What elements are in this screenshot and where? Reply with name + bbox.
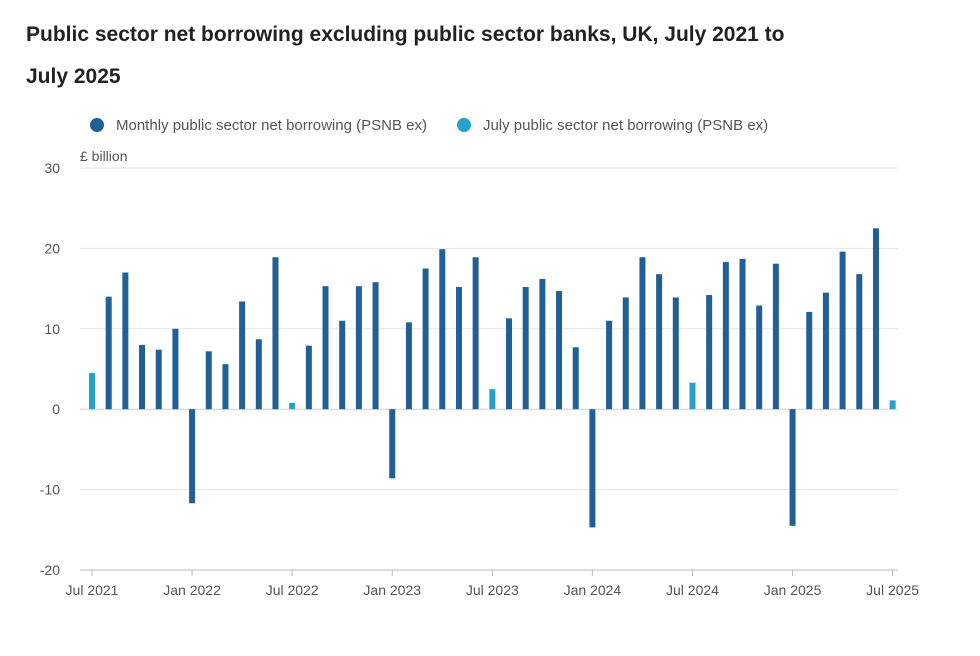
bar-july[interactable]: Jul 2022: 0.8 <box>289 402 296 410</box>
bar-monthly[interactable]: Nov 2024: 12.9 <box>756 305 763 410</box>
bar-monthly[interactable]: Nov 2023: 14.7 <box>556 291 563 410</box>
x-tick-label: Jan 2023 <box>363 582 421 598</box>
chart-legend: Monthly public sector net borrowing (PSN… <box>90 114 798 136</box>
y-tick-label: -20 <box>40 562 60 578</box>
y-axis-unit-label: £ billion <box>80 148 128 164</box>
y-tick-label: 10 <box>44 321 60 337</box>
bar-monthly[interactable]: Dec 2023: 7.7 <box>572 347 579 410</box>
x-tick-label: Jul 2025 <box>866 582 919 598</box>
x-tick-label: Jul 2023 <box>466 582 519 598</box>
bar-july[interactable]: Jul 2023: 2.5 <box>489 389 496 410</box>
bar-monthly[interactable]: Dec 2022: 15.8 <box>372 282 379 410</box>
bar-monthly[interactable]: Apr 2024: 18.9 <box>639 257 646 410</box>
y-tick-label: 0 <box>52 401 60 417</box>
bar-monthly[interactable]: Sep 2021: 17 <box>122 272 129 410</box>
bar-monthly[interactable]: Jan 2023: -8.6 <box>389 409 396 479</box>
bar-monthly[interactable]: Feb 2023: 10.8 <box>405 322 412 410</box>
bar-monthly[interactable]: May 2023: 15.2 <box>455 286 462 410</box>
bar-monthly[interactable]: Sep 2023: 15.2 <box>522 286 529 410</box>
y-tick-label: -10 <box>40 482 60 498</box>
bar-monthly[interactable]: Oct 2022: 11 <box>339 320 346 410</box>
bar-monthly[interactable]: Aug 2022: 7.9 <box>305 345 312 410</box>
x-tick-label: Jan 2022 <box>163 582 221 598</box>
x-tick-label: Jul 2022 <box>266 582 319 598</box>
bar-monthly[interactable]: Oct 2023: 16.2 <box>539 278 546 410</box>
bar-monthly[interactable]: Feb 2024: 11 <box>606 320 613 410</box>
bar-monthly[interactable]: Jun 2022: 18.9 <box>272 257 279 410</box>
bar-monthly[interactable]: Feb 2025: 12.1 <box>806 311 813 410</box>
bar-monthly[interactable]: Mar 2023: 17.5 <box>422 268 429 410</box>
bar-monthly[interactable]: Feb 2022: 7.2 <box>205 351 212 410</box>
chart-title: Public sector net borrowing excluding pu… <box>26 23 785 88</box>
x-tick-label: Jul 2024 <box>666 582 719 598</box>
bar-monthly[interactable]: Sep 2022: 15.3 <box>322 286 329 410</box>
legend-label-monthly: Monthly public sector net borrowing (PSN… <box>116 116 427 134</box>
y-tick-label: 20 <box>44 240 60 256</box>
bar-july[interactable]: Jul 2024: 3.3 <box>689 382 696 410</box>
bar-monthly[interactable]: May 2024: 16.8 <box>656 274 663 410</box>
bar-monthly[interactable]: Jan 2025: -14.5 <box>789 409 796 526</box>
bar-monthly[interactable]: Aug 2024: 14.2 <box>706 295 713 410</box>
bar-monthly[interactable]: Mar 2024: 13.9 <box>622 297 629 410</box>
y-axis-tick-labels: 30 20 10 0 -10 -20 <box>40 160 60 578</box>
bar-monthly[interactable]: Oct 2024: 18.7 <box>739 258 746 410</box>
bar-monthly[interactable]: Apr 2025: 19.6 <box>839 251 846 410</box>
bar-monthly[interactable]: Dec 2021: 10 <box>172 328 179 410</box>
bar-monthly[interactable]: May 2025: 16.8 <box>856 274 863 410</box>
bar-monthly[interactable]: Sep 2024: 18.3 <box>722 262 729 410</box>
bars: Jul 2021: 4.5 Aug 2021: 14 Sep 2021: 17 Oct… <box>89 228 896 528</box>
legend-item-monthly[interactable]: Monthly public sector net borrowing (PSN… <box>90 117 427 134</box>
bar-monthly[interactable]: Nov 2022: 15.3 <box>355 286 362 410</box>
bar-july[interactable]: Jul 2025: 1.1 <box>889 400 896 410</box>
bar-monthly[interactable]: Oct 2021: 8 <box>139 344 146 410</box>
bar-monthly[interactable]: Aug 2023: 11.3 <box>506 318 512 410</box>
bar-monthly[interactable]: May 2022: 8.7 <box>255 339 262 410</box>
bar-monthly[interactable]: Dec 2024: 18.1 <box>772 263 779 410</box>
bar-monthly[interactable]: Aug 2021: 14 <box>105 296 112 410</box>
x-tick-label: Jul 2021 <box>66 582 119 598</box>
legend-item-july[interactable]: July public sector net borrowing (PSNB e… <box>456 116 769 134</box>
legend-swatch-july <box>456 118 471 132</box>
bar-july[interactable]: Jul 2021: 4.5 <box>89 373 95 410</box>
bar-monthly[interactable]: Mar 2022: 5.6 <box>222 364 229 410</box>
x-axis: Jul 2021 Jan 2022 Jul 2022 Jan 2023 Jul 2023… <box>66 569 919 598</box>
bar-monthly[interactable]: Apr 2023: 19.9 <box>439 249 446 410</box>
bar-monthly[interactable]: Jun 2023: 18.9 <box>472 257 479 410</box>
legend-swatch-monthly <box>90 118 104 132</box>
bar-monthly[interactable]: Jan 2024: -14.7 <box>589 409 596 528</box>
y-tick-label: 30 <box>44 160 60 176</box>
x-tick-label: Jan 2025 <box>764 582 822 598</box>
x-tick-label: Jan 2024 <box>564 582 622 598</box>
bar-monthly[interactable]: Nov 2021: 7.4 <box>155 349 162 410</box>
bar-monthly[interactable]: Mar 2025: 14.5 <box>822 292 829 410</box>
bar-monthly[interactable]: Jun 2025: 22.5 <box>872 228 879 410</box>
bar-monthly[interactable]: Jan 2022: -11.7 <box>189 409 196 504</box>
bar-monthly[interactable]: Jun 2024: 13.9 <box>672 297 679 410</box>
bar-monthly[interactable]: Apr 2022: 13.4 <box>239 301 246 410</box>
legend-label-july: July public sector net borrowing (PSNB e… <box>482 116 769 134</box>
